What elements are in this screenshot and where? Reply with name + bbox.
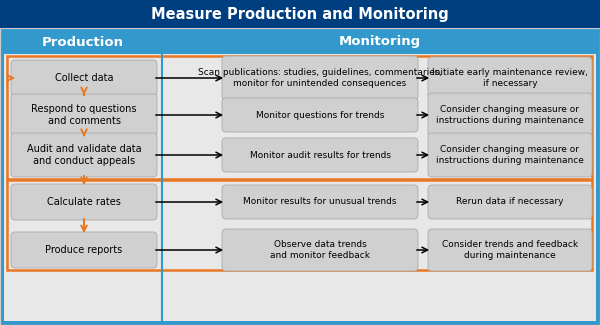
Text: Rerun data if necessary: Rerun data if necessary [456, 198, 564, 206]
FancyBboxPatch shape [11, 232, 157, 268]
FancyBboxPatch shape [11, 94, 157, 136]
Text: Observe data trends
and monitor feedback: Observe data trends and monitor feedback [270, 240, 370, 260]
Text: Calculate rates: Calculate rates [47, 197, 121, 207]
Text: Monitor questions for trends: Monitor questions for trends [256, 111, 384, 120]
Text: Collect data: Collect data [55, 73, 113, 83]
FancyBboxPatch shape [222, 56, 418, 100]
FancyBboxPatch shape [4, 54, 596, 321]
FancyBboxPatch shape [428, 185, 592, 219]
Text: Monitor results for unusual trends: Monitor results for unusual trends [243, 198, 397, 206]
Text: Scan publications: studies, guidelines, commentaries,
monitor for unintended con: Scan publications: studies, guidelines, … [198, 68, 442, 88]
FancyBboxPatch shape [11, 60, 157, 96]
FancyBboxPatch shape [11, 184, 157, 220]
Text: Monitoring: Monitoring [339, 35, 421, 48]
Text: Respond to questions
and comments: Respond to questions and comments [31, 104, 137, 126]
FancyBboxPatch shape [428, 93, 592, 137]
Text: Measure Production and Monitoring: Measure Production and Monitoring [151, 6, 449, 21]
Text: Initiate early maintenance review,
if necessary: Initiate early maintenance review, if ne… [432, 68, 588, 88]
FancyBboxPatch shape [428, 57, 592, 99]
FancyBboxPatch shape [222, 138, 418, 172]
FancyBboxPatch shape [222, 229, 418, 271]
Text: Consider changing measure or
instructions during maintenance: Consider changing measure or instruction… [436, 145, 584, 165]
Text: Monitor audit results for trends: Monitor audit results for trends [250, 150, 391, 160]
FancyBboxPatch shape [2, 30, 598, 54]
Text: Audit and validate data
and conduct appeals: Audit and validate data and conduct appe… [26, 144, 142, 166]
Text: Consider trends and feedback
during maintenance: Consider trends and feedback during main… [442, 240, 578, 260]
FancyBboxPatch shape [11, 133, 157, 177]
Text: Produce reports: Produce reports [46, 245, 122, 255]
FancyBboxPatch shape [222, 98, 418, 132]
Text: Consider changing measure or
instructions during maintenance: Consider changing measure or instruction… [436, 105, 584, 125]
FancyBboxPatch shape [0, 0, 600, 28]
FancyBboxPatch shape [428, 133, 592, 177]
FancyBboxPatch shape [428, 229, 592, 271]
Text: Production: Production [42, 35, 124, 48]
FancyBboxPatch shape [222, 185, 418, 219]
FancyBboxPatch shape [2, 30, 598, 323]
